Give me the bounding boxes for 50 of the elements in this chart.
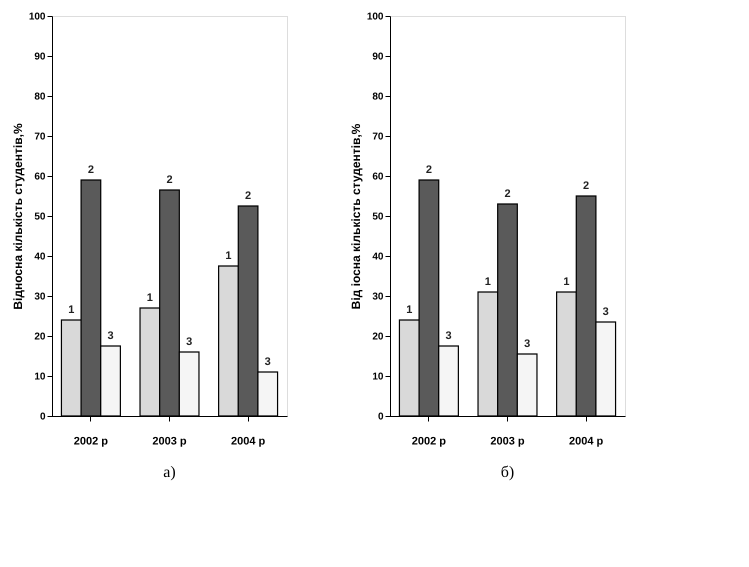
y-tick-label: 0 [378,412,384,422]
y-tick-label: 60 [34,172,46,182]
x-tick-label: 2004 р [568,436,604,448]
y-tick-label: 90 [34,52,46,62]
text: 2 [504,188,511,200]
text: 1 [225,250,232,262]
x-tick-label: 2002 р [74,436,108,448]
y-tick-label: 60 [372,172,384,182]
x-tick-label: 2003 р [490,436,525,448]
y-tick-label: 10 [34,372,46,382]
y-tick-label: 100 [28,12,46,22]
series-label: 1 [68,304,74,316]
y-tick-label: 70 [34,132,46,142]
text: 1 [563,276,570,288]
x-tick-label: 2003 р [152,436,187,448]
text: 3 [524,338,530,350]
y-tick-label: 40 [372,252,384,262]
series-label: 2 [88,164,94,176]
series-label: 1 [406,304,412,316]
x-tick-label: 2004 р [230,436,266,448]
y-tick-label: 30 [372,292,384,302]
text: 3 [186,336,192,348]
text: a) [163,464,176,481]
y-tick-label: 90 [372,52,384,62]
series-label: 2 [426,164,432,176]
y-axis-title: Від іосна кількість студентів,% [348,123,363,310]
text: б) [500,464,514,481]
y-tick-label: 20 [34,332,46,342]
y-tick-label: 30 [34,292,46,302]
text: 2 [166,174,173,186]
text: 3 [602,306,609,318]
x-tick-label: 2002 р [412,436,446,448]
series-label: 3 [445,330,452,342]
y-tick-label: 100 [366,12,384,22]
series-label: 3 [107,330,114,342]
y-axis-title: Відносна кількість студентів,% [10,123,25,310]
y-tick-label: 70 [372,132,384,142]
text: 1 [484,276,491,288]
y-tick-label: 80 [372,92,384,102]
y-tick-label: 40 [34,252,46,262]
y-tick-label: 80 [34,92,46,102]
y-tick-label: 0 [40,412,46,422]
y-tick-label: 10 [372,372,384,382]
text: 2 [583,180,590,192]
text: 2 [245,190,252,202]
y-tick-label: 20 [372,332,384,342]
y-tick-label: 50 [372,212,384,222]
y-tick-label: 50 [34,212,46,222]
text: 1 [146,292,153,304]
text: 3 [264,356,271,368]
